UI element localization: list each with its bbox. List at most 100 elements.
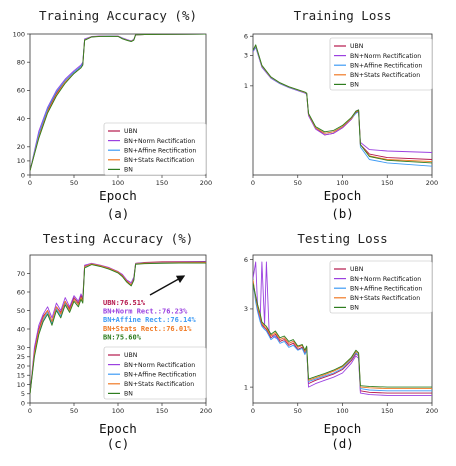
- series-line-4: [253, 44, 432, 164]
- legend-box: [103, 122, 207, 176]
- y-tick-label: 60: [17, 87, 25, 95]
- legend-entry: BN+Affine Rectification: [350, 62, 422, 69]
- y-tick-label: 0: [21, 399, 25, 407]
- x-tick-label: 200: [200, 179, 212, 187]
- series-line-2: [253, 281, 432, 392]
- legend-entry: BN+Stats Rectification: [124, 157, 194, 164]
- chart-panel-2: Testing Accuracy (%)Epoch(c)0 50 100 150 200…: [17, 231, 212, 451]
- legend-entry: UBN: [124, 128, 138, 135]
- annotation-text: BN+Affine Rect.:76.14%: [103, 316, 197, 324]
- y-tick-label: 50: [17, 307, 25, 315]
- chart-panel-0: Training Accuracy (%)Epoch(a)0 50 100 150 20…: [13, 8, 213, 221]
- y-tick-label: 40: [17, 325, 25, 333]
- x-axis-label: Epoch: [324, 421, 362, 436]
- legend-entry: BN+Norm Rectification: [350, 276, 421, 283]
- legend: UBN BN+Norm Rectification BN+Affine Rectif…: [103, 122, 207, 176]
- series-line-4: [30, 34, 206, 171]
- legend-entry: BN+Stats Rectification: [350, 72, 420, 79]
- y-tick-label: 10: [17, 157, 25, 165]
- x-tick-label: 200: [200, 407, 212, 415]
- x-tick-label: 50: [294, 407, 302, 415]
- annotation-text: BN+Norm Rect.:76.23%: [103, 308, 188, 316]
- y-tick-label: 30: [17, 344, 25, 352]
- legend-entry: BN+Stats Rectification: [124, 381, 194, 388]
- chart-title: Testing Accuracy (%): [43, 231, 194, 246]
- legend-entry: BN: [124, 167, 133, 174]
- legend-entry: BN: [350, 305, 359, 312]
- series-group: [253, 44, 432, 167]
- x-tick-label: 150: [156, 179, 168, 187]
- y-tick-label: 20: [17, 143, 25, 151]
- legend-entry: UBN: [350, 266, 364, 273]
- legend-entry: BN: [350, 82, 359, 89]
- x-tick-label: 100: [336, 407, 348, 415]
- x-tick-label: 100: [112, 407, 124, 415]
- y-tick-label: 70: [17, 270, 25, 278]
- panel-caption: (c): [107, 436, 130, 451]
- series-line-3: [253, 280, 432, 390]
- x-tick-label: 150: [381, 407, 393, 415]
- series-line-4: [30, 262, 206, 394]
- legend: UBN BN+Norm Rectification BN+Affine Rectif…: [103, 346, 207, 400]
- series-group: [253, 261, 432, 396]
- chart-panel-3: Testing Loss Epoch(d) 0 50 100 150 200 1 3 6 UBN BN…: [244, 231, 438, 451]
- legend-entry: BN+Affine Rectification: [350, 285, 422, 292]
- x-axis-label: Epoch: [99, 421, 137, 436]
- panel-caption: (d): [331, 436, 354, 451]
- x-tick-label: 0: [28, 407, 32, 415]
- legend-box: [329, 260, 433, 314]
- legend-entry: BN+Norm Rectification: [124, 362, 195, 369]
- y-tick-label: 6: [244, 33, 248, 41]
- x-tick-label: 0: [251, 407, 255, 415]
- annotation-text: BN+Stats Rect.:76.01%: [103, 325, 192, 333]
- x-tick-label: 150: [156, 407, 168, 415]
- legend-entry: BN+Norm Rectification: [124, 138, 195, 145]
- legend-entry: BN+Affine Rectification: [124, 371, 196, 378]
- x-tick-label: 0: [28, 179, 32, 187]
- y-tick-label: 1: [244, 82, 248, 90]
- x-tick-label: 200: [426, 407, 438, 415]
- y-tick-label: 0: [21, 171, 25, 179]
- annotation-text: UBN:76.51%: [103, 299, 146, 307]
- y-tick-label: 1: [244, 383, 248, 391]
- series-group: [30, 34, 206, 171]
- y-tick-label: 10: [17, 381, 25, 389]
- y-tick-label: 6: [244, 256, 248, 264]
- legend-entry: BN+Norm Rectification: [350, 53, 421, 60]
- y-tick-label: 20: [17, 362, 25, 370]
- series-line-0: [253, 280, 432, 394]
- annotation-arrow: [149, 275, 186, 296]
- final-accuracy-annotations: UBN:76.51%BN+Norm Rect.:76.23%BN+Affine …: [103, 275, 197, 341]
- y-tick-label: 25: [17, 353, 25, 361]
- x-axis-label: Epoch: [99, 188, 137, 203]
- legend: UBN BN+Norm Rectification BN+Affine Rectif…: [329, 37, 433, 91]
- y-tick-label: 100: [13, 30, 25, 38]
- y-tick-label: 5: [21, 390, 25, 398]
- chart-title: Testing Loss: [297, 231, 387, 246]
- x-tick-label: 50: [294, 179, 302, 187]
- x-tick-label: 150: [381, 179, 393, 187]
- panel-caption: (a): [107, 206, 130, 221]
- chart-title: Training Accuracy (%): [39, 8, 197, 23]
- y-tick-label: 80: [17, 59, 25, 67]
- y-tick-label: 3: [244, 305, 248, 313]
- legend: UBN BN+Norm Rectification BN+Affine Rectif…: [329, 260, 433, 314]
- legend-entry: BN: [124, 391, 133, 398]
- x-axis-label: Epoch: [324, 188, 362, 203]
- legend-entry: UBN: [350, 43, 364, 50]
- y-tick-label: 15: [17, 372, 25, 380]
- legend-box: [103, 346, 207, 400]
- legend-box: [329, 37, 433, 91]
- x-tick-label: 50: [70, 407, 78, 415]
- y-tick-label: 3: [244, 52, 248, 60]
- panel-caption: (b): [331, 206, 354, 221]
- x-tick-label: 50: [70, 179, 78, 187]
- legend-entry: BN+Stats Rectification: [350, 295, 420, 302]
- legend-entry: BN+Affine Rectification: [124, 147, 196, 154]
- series-group: [30, 261, 206, 394]
- x-tick-label: 0: [251, 179, 255, 187]
- x-tick-label: 100: [112, 179, 124, 187]
- y-tick-label: 40: [17, 115, 25, 123]
- y-tick-label: 60: [17, 288, 25, 296]
